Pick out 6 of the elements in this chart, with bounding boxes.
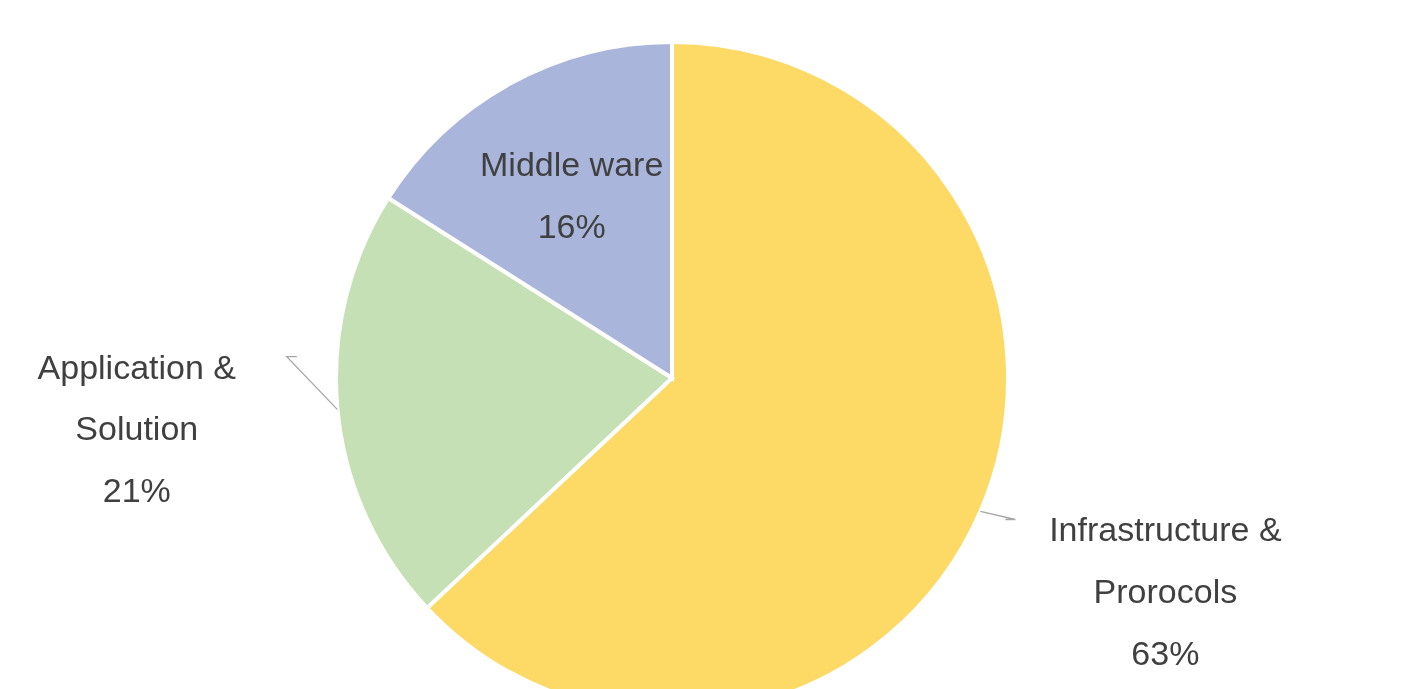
data-label: 63% [1131, 634, 1200, 673]
data-label: 21% [102, 471, 171, 510]
data-label: 16% [537, 207, 606, 246]
slice-label: Infrastructure & Prorocols [1049, 510, 1282, 611]
slice-label: Middle ware [479, 145, 664, 184]
slice-label: Application & Solution [37, 347, 237, 448]
